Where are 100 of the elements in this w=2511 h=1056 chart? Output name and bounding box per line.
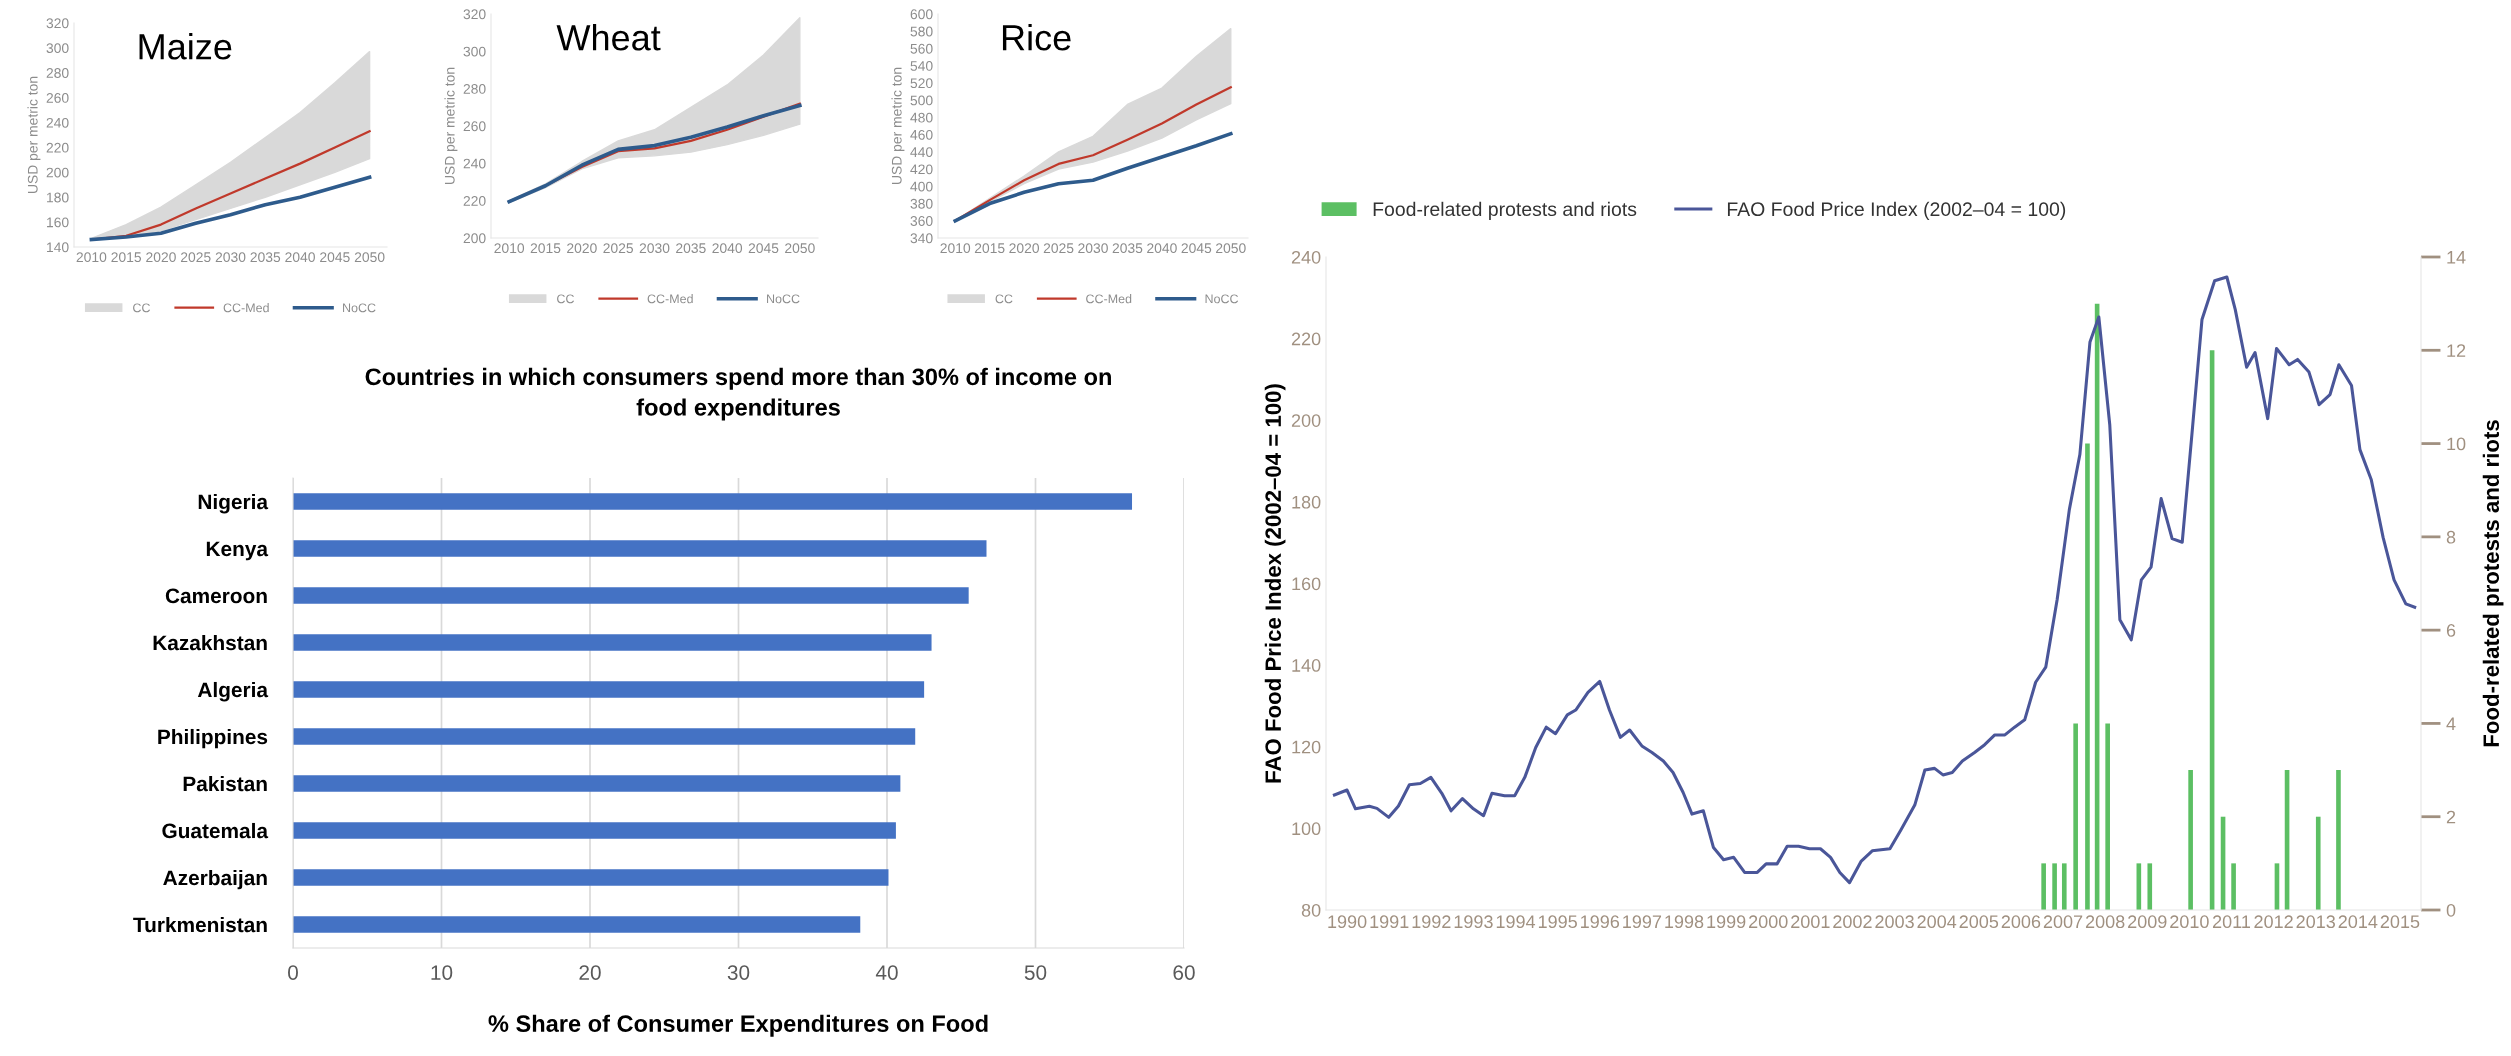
line-series bbox=[89, 175, 372, 242]
x-tick-label: 2020 bbox=[567, 243, 597, 254]
y-tick-label: 300 bbox=[463, 46, 486, 57]
x-tick-label: 60 bbox=[1173, 965, 1195, 980]
y-tick-label: Kenya bbox=[206, 541, 269, 561]
legend-label: NoCC bbox=[767, 294, 800, 304]
y-tick-label: 360 bbox=[910, 216, 933, 226]
x-tick-label: 2002 bbox=[1833, 915, 1872, 929]
legend-label: CC bbox=[133, 303, 151, 313]
x-tick-label: 2015 bbox=[530, 243, 561, 254]
y-axis-title: USD per metric ton bbox=[444, 67, 458, 184]
y-tick-label: 540 bbox=[910, 61, 933, 71]
line-series bbox=[1332, 275, 2417, 885]
legend-label: NoCC bbox=[1205, 294, 1239, 304]
y-tick-label: 600 bbox=[910, 9, 933, 20]
x-tick-label: 2025 bbox=[180, 252, 211, 263]
y-tick-label: 220 bbox=[1291, 332, 1321, 346]
bar bbox=[2085, 443, 2090, 910]
x-tick-label: 1991 bbox=[1370, 915, 1409, 929]
y-tick-label: 300 bbox=[46, 43, 69, 54]
y2-tick-label: 2 bbox=[2446, 810, 2456, 824]
x-tick-label: 20 bbox=[579, 965, 601, 980]
x-tick-label: 2040 bbox=[285, 252, 315, 263]
y-tick-label: 140 bbox=[47, 242, 69, 253]
bar bbox=[2041, 863, 2046, 910]
bar bbox=[293, 822, 896, 839]
y-tick-label: Cameroon bbox=[165, 588, 267, 604]
y-tick-label: 340 bbox=[910, 233, 933, 244]
y-tick-label: 460 bbox=[910, 129, 933, 140]
y-tick-label: 220 bbox=[46, 142, 69, 153]
x-tick-label: 2030 bbox=[639, 243, 670, 254]
x-tick-label: 2004 bbox=[1917, 915, 1957, 929]
y-tick-label: 580 bbox=[910, 26, 933, 37]
y-tick-label: 240 bbox=[46, 117, 69, 128]
legend-label: CC bbox=[995, 294, 1013, 304]
x-tick-label: 40 bbox=[875, 965, 898, 980]
y-tick-label: 160 bbox=[47, 217, 69, 228]
x-tick-label: 2010 bbox=[940, 243, 971, 254]
y-tick-label: 500 bbox=[910, 95, 933, 106]
y-tick-label: 420 bbox=[910, 164, 933, 175]
x-tick-label: 2009 bbox=[2128, 915, 2167, 929]
x-tick-label: 2035 bbox=[1112, 243, 1143, 254]
x-tick-label: 2010 bbox=[494, 243, 525, 254]
y-tick-label: 560 bbox=[910, 43, 933, 54]
y-tick-label: 480 bbox=[910, 112, 933, 123]
bar bbox=[2188, 770, 2193, 910]
bar bbox=[293, 728, 916, 745]
x-tick-label: 2005 bbox=[1959, 915, 1999, 929]
bar bbox=[2052, 863, 2057, 910]
y-tick-label: 380 bbox=[910, 198, 933, 209]
y2-tick-label: 10 bbox=[2447, 437, 2466, 451]
bar bbox=[2073, 723, 2078, 910]
legend-label: NoCC bbox=[343, 303, 376, 313]
y-tick-label: 320 bbox=[463, 9, 486, 20]
bar bbox=[2147, 863, 2153, 910]
bar bbox=[293, 540, 987, 557]
y-tick-label: 520 bbox=[910, 78, 933, 89]
y-tick-label: 400 bbox=[910, 181, 933, 192]
x-tick-label: 2008 bbox=[2085, 915, 2125, 929]
bar bbox=[293, 493, 1133, 510]
x-tick-label: 1995 bbox=[1538, 915, 1577, 929]
y-tick-label: 240 bbox=[1291, 250, 1321, 264]
y-tick-label: 200 bbox=[1291, 414, 1321, 427]
x-tick-label: 2020 bbox=[146, 252, 176, 263]
y-tick-label: 280 bbox=[46, 68, 69, 78]
bar bbox=[293, 681, 925, 698]
y2-tick-label: 8 bbox=[2446, 530, 2456, 544]
x-tick-label: 2014 bbox=[2338, 915, 2378, 929]
y-tick-label: Algeria bbox=[197, 681, 269, 702]
x-tick-label: 2000 bbox=[1749, 915, 1788, 929]
x-tick-label: 2035 bbox=[250, 252, 281, 263]
y-tick-label: 160 bbox=[1292, 577, 1321, 591]
y-axis-title: FAO Food Price Index (2002–04 = 100) bbox=[1264, 384, 1286, 783]
x-tick-label: 2015 bbox=[2380, 915, 2420, 929]
x-tick-label: 2050 bbox=[785, 243, 815, 254]
x-tick-label: 2035 bbox=[676, 243, 706, 254]
y-tick-label: 260 bbox=[463, 121, 486, 132]
y-tick-label: Pakistan bbox=[183, 775, 267, 792]
y-tick-label: Azerbaijan bbox=[163, 869, 267, 890]
x-tick-label: 1994 bbox=[1496, 915, 1536, 929]
x-tick-label: 1990 bbox=[1328, 915, 1367, 929]
x-tick-label: 2001 bbox=[1791, 915, 1830, 929]
y-tick-label: 280 bbox=[463, 84, 486, 94]
bar bbox=[2231, 863, 2236, 910]
y-tick-label: Turkmenistan bbox=[133, 916, 267, 933]
y-tick-label: 240 bbox=[463, 158, 486, 169]
x-tick-label: 2045 bbox=[1181, 243, 1212, 254]
y-tick-label: 440 bbox=[910, 147, 933, 158]
y2-tick-label: 12 bbox=[2447, 344, 2466, 357]
x-tick-label: 2045 bbox=[320, 252, 350, 263]
y2-axis-title: Food-related protests and riots bbox=[2482, 420, 2504, 747]
bar bbox=[293, 916, 861, 933]
x-tick-label: 2045 bbox=[748, 243, 779, 254]
y-tick-label: 100 bbox=[1292, 822, 1321, 836]
x-tick-label: 10 bbox=[431, 965, 453, 980]
bar bbox=[2105, 723, 2110, 910]
chart-title: Maize bbox=[139, 33, 232, 60]
y-tick-label: 80 bbox=[1301, 903, 1321, 917]
y-axis-title: USD per metric ton bbox=[891, 67, 905, 184]
legend-label: CC bbox=[557, 294, 575, 304]
